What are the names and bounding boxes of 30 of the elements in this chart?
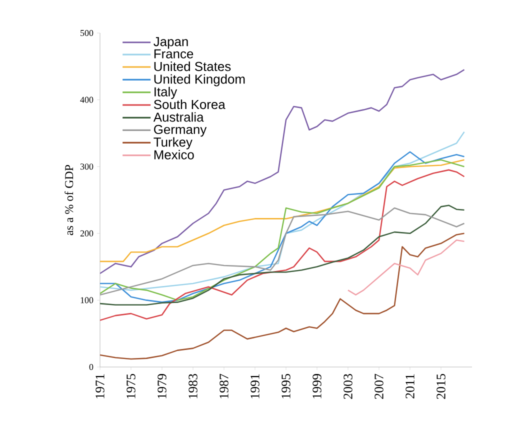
legend-label: Turkey (154, 137, 192, 150)
x-tick-label: 1983 (188, 374, 198, 398)
y-tick-label: 500 (80, 30, 94, 36)
line-series (100, 169, 465, 321)
y-tick-label: 200 (80, 230, 94, 236)
legend-label: South Korea (154, 100, 226, 110)
x-tick-label: 1995 (282, 374, 290, 398)
legend-label: Japan (154, 37, 188, 49)
x-tick-label: 2003 (344, 374, 352, 399)
x-tick-label: 1975 (126, 374, 136, 398)
legend-label: Australia (153, 112, 204, 122)
y-axis-title: as a % of GDP (64, 164, 74, 236)
y-tick-label: 400 (80, 96, 94, 103)
y-tick-label: 100 (80, 297, 94, 304)
legend-label: United States (154, 62, 231, 72)
x-tick-label: 2007 (374, 374, 384, 399)
y-tick-label: 0 (89, 364, 94, 370)
legend-label: Mexico (154, 150, 194, 160)
x-tick-label: 2015 (436, 374, 446, 399)
x-tick-label: 1999 (312, 374, 322, 398)
legend-label: United Kingdom (154, 74, 245, 86)
legend-label: France (154, 49, 194, 58)
x-tick-label: 1979 (158, 374, 166, 398)
x-tick-label: 1991 (250, 374, 260, 398)
legend-label: Italy (154, 86, 178, 99)
x-tick-label: 1987 (220, 374, 228, 398)
legend-label: Germany (154, 124, 207, 137)
x-tick-label: 1971 (96, 374, 104, 398)
x-tick-label: 2011 (406, 374, 414, 398)
y-tick-label: 300 (80, 164, 94, 170)
